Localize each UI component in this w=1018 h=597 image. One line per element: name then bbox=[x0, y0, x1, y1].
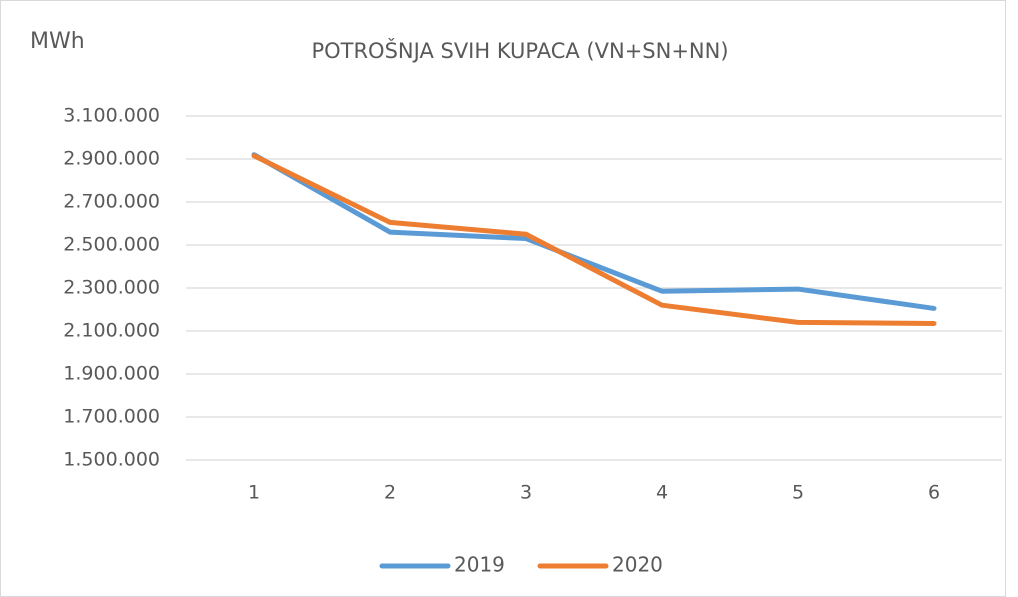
y-tick-label: 2.700.000 bbox=[63, 191, 160, 213]
y-tick-label: 1.700.000 bbox=[63, 406, 160, 428]
x-tick-label: 5 bbox=[792, 482, 804, 504]
x-tick-label: 6 bbox=[928, 482, 940, 504]
x-tick-label: 3 bbox=[520, 482, 532, 504]
y-tick-label: 2.300.000 bbox=[63, 277, 160, 299]
series-line bbox=[251, 153, 937, 326]
series-line bbox=[251, 152, 937, 311]
y-tick-label: 1.500.000 bbox=[63, 449, 160, 471]
y-tick-label: 1.900.000 bbox=[63, 363, 160, 385]
x-tick-label: 2 bbox=[384, 482, 396, 504]
x-tick-label: 1 bbox=[248, 482, 260, 504]
y-axis-label: MWh bbox=[30, 29, 85, 54]
y-tick-label: 2.500.000 bbox=[63, 234, 160, 256]
legend-label: 2019 bbox=[454, 553, 505, 577]
x-tick-label: 4 bbox=[656, 482, 668, 504]
y-tick-label: 3.100.000 bbox=[63, 105, 160, 127]
legend-label: 2020 bbox=[612, 553, 663, 577]
y-tick-label: 2.100.000 bbox=[63, 320, 160, 342]
y-tick-label: 2.900.000 bbox=[63, 148, 160, 170]
chart-title: POTROŠNJA SVIH KUPACA (VN+SN+NN) bbox=[311, 38, 728, 63]
